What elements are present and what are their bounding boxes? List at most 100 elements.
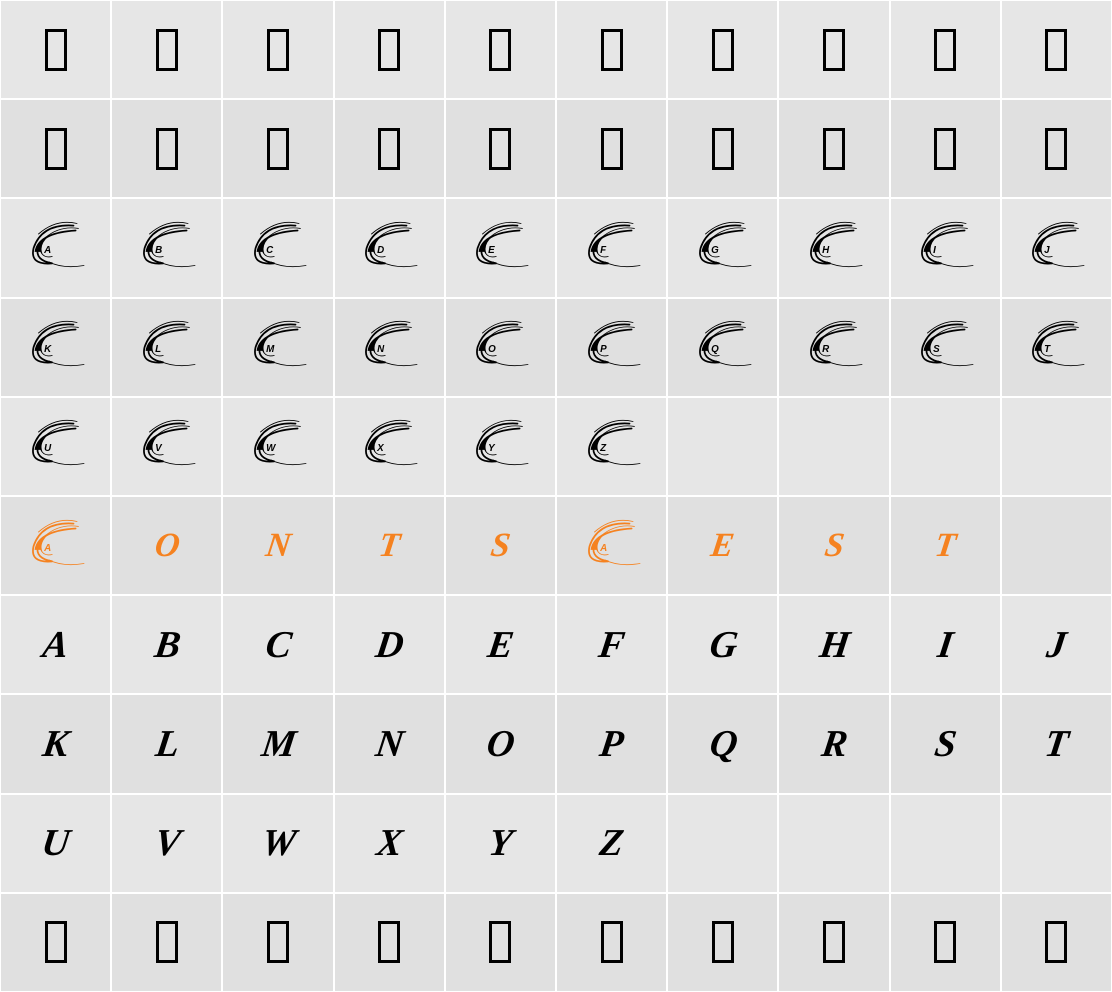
svg-text:R: R bbox=[822, 344, 830, 355]
svg-text:A: A bbox=[599, 542, 607, 553]
glyph-cell: P bbox=[556, 298, 667, 397]
glyph-cell: I bbox=[890, 198, 1001, 297]
swirl-glyph: H bbox=[799, 218, 869, 278]
black-glyph: Y bbox=[486, 821, 514, 865]
black-glyph: T bbox=[1042, 722, 1070, 766]
glyph-cell: T bbox=[890, 496, 1001, 595]
glyph-cell bbox=[1001, 0, 1112, 99]
missing-glyph-box bbox=[156, 128, 178, 170]
glyph-cell: F bbox=[556, 198, 667, 297]
glyph-cell: O bbox=[111, 496, 222, 595]
black-glyph: Q bbox=[706, 722, 739, 766]
svg-text:W: W bbox=[266, 443, 276, 454]
missing-glyph-box bbox=[378, 921, 400, 963]
glyph-cell: T bbox=[1001, 694, 1112, 793]
svg-text:K: K bbox=[44, 344, 52, 355]
missing-glyph-box bbox=[267, 128, 289, 170]
glyph-cell bbox=[667, 99, 778, 198]
glyph-cell: V bbox=[111, 397, 222, 496]
glyph-cell: Y bbox=[445, 794, 556, 893]
swirl-glyph: F bbox=[577, 218, 647, 278]
swirl-glyph: Q bbox=[688, 317, 758, 377]
glyph-cell bbox=[1001, 99, 1112, 198]
black-glyph: O bbox=[484, 722, 517, 766]
glyph-cell bbox=[0, 99, 111, 198]
swirl-glyph: R bbox=[799, 317, 869, 377]
black-glyph: J bbox=[1044, 623, 1068, 667]
swirl-glyph: N bbox=[354, 317, 424, 377]
missing-glyph-box bbox=[934, 29, 956, 71]
swirl-glyph: M bbox=[243, 317, 313, 377]
svg-text:U: U bbox=[44, 443, 52, 454]
glyph-cell bbox=[1001, 893, 1112, 992]
orange-glyph: S bbox=[822, 527, 846, 565]
glyph-cell: N bbox=[222, 496, 333, 595]
svg-text:Z: Z bbox=[599, 443, 607, 454]
glyph-cell bbox=[1001, 496, 1112, 595]
glyph-cell: A bbox=[0, 595, 111, 694]
glyph-cell: G bbox=[667, 595, 778, 694]
swirl-glyph: G bbox=[688, 218, 758, 278]
black-glyph: L bbox=[153, 722, 181, 766]
missing-glyph-box bbox=[934, 921, 956, 963]
black-glyph: N bbox=[373, 722, 406, 766]
glyph-cell: D bbox=[334, 595, 445, 694]
missing-glyph-box bbox=[378, 29, 400, 71]
svg-text:Y: Y bbox=[488, 443, 496, 454]
glyph-cell bbox=[778, 794, 889, 893]
black-glyph: F bbox=[596, 623, 627, 667]
glyph-cell bbox=[445, 99, 556, 198]
glyph-cell: R bbox=[778, 298, 889, 397]
svg-text:O: O bbox=[488, 344, 496, 355]
missing-glyph-box bbox=[823, 29, 845, 71]
black-glyph: E bbox=[485, 623, 516, 667]
glyph-cell bbox=[111, 0, 222, 99]
glyph-cell: U bbox=[0, 794, 111, 893]
glyph-cell bbox=[778, 893, 889, 992]
swirl-glyph: D bbox=[354, 218, 424, 278]
glyph-cell bbox=[334, 893, 445, 992]
glyph-cell bbox=[1001, 397, 1112, 496]
missing-glyph-box bbox=[267, 29, 289, 71]
glyph-cell: M bbox=[222, 694, 333, 793]
glyph-cell: O bbox=[445, 298, 556, 397]
glyph-cell bbox=[111, 893, 222, 992]
glyph-cell bbox=[445, 0, 556, 99]
missing-glyph-box bbox=[712, 29, 734, 71]
black-glyph: Z bbox=[597, 821, 625, 865]
glyph-cell bbox=[890, 794, 1001, 893]
swirl-glyph: X bbox=[354, 416, 424, 476]
missing-glyph-box bbox=[156, 29, 178, 71]
glyph-cell: S bbox=[890, 694, 1001, 793]
orange-glyph: E bbox=[709, 527, 737, 565]
black-glyph: R bbox=[819, 722, 850, 766]
missing-glyph-box bbox=[1045, 921, 1067, 963]
glyph-cell bbox=[667, 0, 778, 99]
black-glyph: V bbox=[152, 821, 183, 865]
glyph-cell bbox=[0, 0, 111, 99]
glyph-cell: M bbox=[222, 298, 333, 397]
missing-glyph-box bbox=[712, 921, 734, 963]
black-glyph: U bbox=[39, 821, 72, 865]
swirl-glyph: A bbox=[21, 218, 91, 278]
swirl-glyph: W bbox=[243, 416, 313, 476]
svg-text:G: G bbox=[711, 245, 719, 256]
glyph-cell bbox=[890, 397, 1001, 496]
missing-glyph-box bbox=[45, 921, 67, 963]
missing-glyph-box bbox=[156, 921, 178, 963]
glyph-cell bbox=[334, 0, 445, 99]
glyph-cell: S bbox=[778, 496, 889, 595]
glyph-cell bbox=[778, 0, 889, 99]
missing-glyph-box bbox=[378, 128, 400, 170]
glyph-cell: J bbox=[1001, 595, 1112, 694]
glyph-cell: N bbox=[334, 694, 445, 793]
black-glyph: W bbox=[259, 821, 298, 865]
glyph-cell bbox=[556, 893, 667, 992]
black-glyph: M bbox=[259, 722, 298, 766]
swirl-glyph: Y bbox=[465, 416, 535, 476]
black-glyph: A bbox=[40, 623, 71, 667]
svg-text:H: H bbox=[822, 245, 830, 256]
orange-glyph: T bbox=[376, 527, 402, 565]
missing-glyph-box bbox=[601, 29, 623, 71]
glyph-cell: Q bbox=[667, 298, 778, 397]
